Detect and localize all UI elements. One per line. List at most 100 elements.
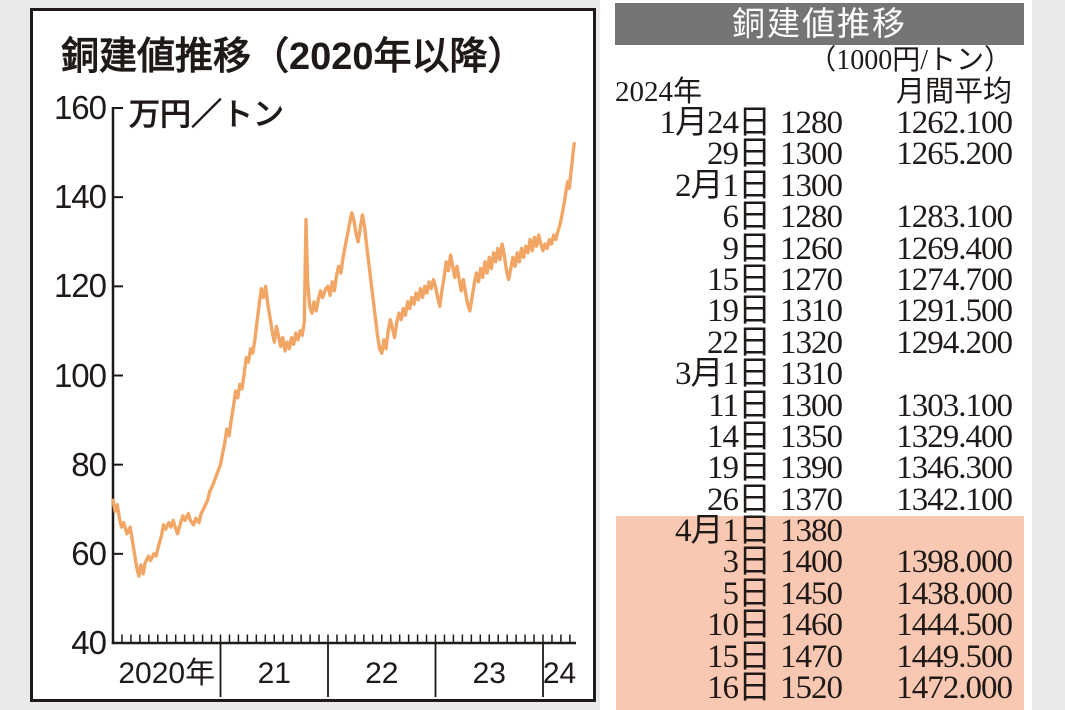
- row-date: 14日: [707, 418, 771, 455]
- row-date: 11日: [708, 387, 771, 424]
- row-monthly-average: 1444.500: [896, 607, 1013, 644]
- row-date: 15日: [707, 638, 771, 675]
- row-date: 1月24日: [659, 105, 772, 141]
- table-row: 1月24日 1280 1262.100: [615, 105, 1014, 141]
- row-monthly-average: 1291.500: [896, 293, 1013, 330]
- y-axis-unit-label: 万円／トン: [129, 97, 284, 132]
- table-row: 3月1日 1310: [615, 356, 1012, 393]
- row-price: 1460: [780, 607, 843, 644]
- row-monthly-average: 1294.200: [896, 324, 1013, 361]
- row-price: 1450: [780, 575, 843, 612]
- row-monthly-average: 1265.200: [896, 136, 1013, 173]
- row-monthly-average: 1303.100: [896, 387, 1013, 424]
- row-monthly-average: 1262.100: [896, 105, 1013, 141]
- row-date: 6日: [722, 199, 772, 236]
- april-highlight-block: [616, 516, 1024, 710]
- table-row: 22日 1320 1294.200: [615, 324, 1013, 361]
- row-price: 1260: [780, 230, 843, 267]
- row-price: 1280: [780, 105, 843, 141]
- chart-title: 銅建値推移（2020年以降）: [61, 36, 526, 78]
- table-row: 9日 1260 1269.400: [615, 230, 1014, 267]
- row-date: 2月1日: [675, 167, 771, 204]
- table-row: 19日 1310 1291.500: [615, 293, 1013, 330]
- row-date: 3日: [722, 544, 772, 581]
- y-tick-label: 120: [53, 267, 107, 305]
- row-monthly-average: 1329.400: [896, 418, 1013, 455]
- table-row: 5日 1450 1438.000: [615, 575, 1014, 612]
- table-rows: 1月24日 1280 1262.100 29日 1300 1265.200 2月…: [615, 105, 1014, 707]
- row-monthly-average: 1274.700: [896, 261, 1013, 298]
- copper-price-line-chart: [111, 107, 576, 697]
- table-monthly-average-header: 月間平均: [895, 76, 1012, 108]
- table-unit-label: （1000円/トン）: [808, 45, 1012, 76]
- row-monthly-average: 1398.000: [896, 544, 1013, 581]
- row-date: 19日: [707, 293, 771, 330]
- row-monthly-average: [850, 516, 1012, 547]
- table-row: 26日 1370 1342.100: [615, 481, 1013, 518]
- row-date: 5日: [722, 575, 772, 612]
- x-year-label: 22: [365, 657, 399, 690]
- row-date: 4月1日: [675, 513, 771, 550]
- y-tick-label: 40: [71, 624, 107, 661]
- row-price: 1390: [780, 450, 843, 487]
- table-row: 6日 1280 1283.100: [615, 199, 1014, 236]
- row-date: 22日: [707, 324, 771, 361]
- y-tick-label: 140: [53, 178, 107, 216]
- table-header-row: 2024年 月間平均: [615, 77, 1012, 107]
- table-row: 19日 1390 1346.300: [615, 450, 1013, 487]
- table-row: 10日 1460 1444.500: [615, 607, 1013, 644]
- row-monthly-average: 1346.300: [896, 450, 1013, 487]
- row-price: 1300: [780, 136, 843, 173]
- row-price: 1310: [780, 293, 843, 330]
- row-date: 26日: [707, 481, 771, 518]
- x-year-label: 23: [472, 657, 506, 690]
- table-row: 15日 1470 1449.500: [615, 638, 1013, 675]
- row-date: 19日: [707, 450, 771, 487]
- y-tick-label: 100: [53, 356, 107, 394]
- table-row: 16日 1520 1472.000: [615, 670, 1013, 707]
- row-date: 3月1日: [675, 356, 771, 393]
- row-date: 15日: [707, 261, 771, 298]
- row-price: 1310: [780, 356, 843, 393]
- row-price: 1400: [780, 544, 843, 581]
- table-row: 3日 1400 1398.000: [615, 544, 1014, 581]
- table-row: 29日 1300 1265.200: [615, 136, 1013, 173]
- row-date: 9日: [722, 230, 772, 267]
- y-tick-label: 60: [71, 534, 107, 572]
- row-monthly-average: 1283.100: [896, 199, 1013, 236]
- table-title: 銅建値推移: [732, 5, 907, 42]
- chart-panel: 銅建値推移（2020年以降） 万円／トン 160 140 120 100 80 60 40 …: [30, 8, 596, 702]
- x-year-label: 21: [257, 657, 291, 690]
- y-tick-label: 160: [53, 89, 107, 126]
- table-year-label: 2024年: [615, 76, 703, 108]
- y-tick-label: 80: [71, 445, 107, 483]
- table-row: 4月1日 1380: [615, 513, 1012, 550]
- row-monthly-average: [850, 171, 1012, 202]
- table-title-band: 銅建値推移: [615, 3, 1024, 45]
- row-monthly-average: 1472.000: [896, 670, 1013, 707]
- row-date: 10日: [707, 607, 771, 644]
- row-price: 1300: [780, 167, 843, 204]
- row-price: 1320: [780, 324, 843, 361]
- row-monthly-average: 1449.500: [896, 638, 1013, 675]
- row-price: 1370: [780, 481, 843, 518]
- row-price: 1350: [780, 418, 843, 455]
- x-year-label: 2020年: [118, 657, 216, 690]
- table-row: 2月1日 1300: [615, 167, 1012, 204]
- row-date: 16日: [707, 670, 771, 707]
- row-price: 1270: [780, 261, 843, 298]
- row-monthly-average: 1438.000: [896, 575, 1013, 612]
- row-monthly-average: 1269.400: [896, 230, 1013, 267]
- row-price: 1470: [780, 638, 843, 675]
- row-date: 29日: [707, 136, 771, 173]
- row-price: 1300: [780, 387, 843, 424]
- row-monthly-average: [850, 359, 1012, 390]
- row-price: 1280: [780, 199, 843, 236]
- x-year-label: 24: [542, 657, 577, 690]
- copper-price-line: [111, 141, 576, 578]
- table-row: 14日 1350 1329.400: [615, 418, 1013, 455]
- row-price: 1520: [780, 670, 843, 707]
- row-price: 1380: [780, 513, 843, 550]
- table-row: 11日 1300 1303.100: [615, 387, 1013, 424]
